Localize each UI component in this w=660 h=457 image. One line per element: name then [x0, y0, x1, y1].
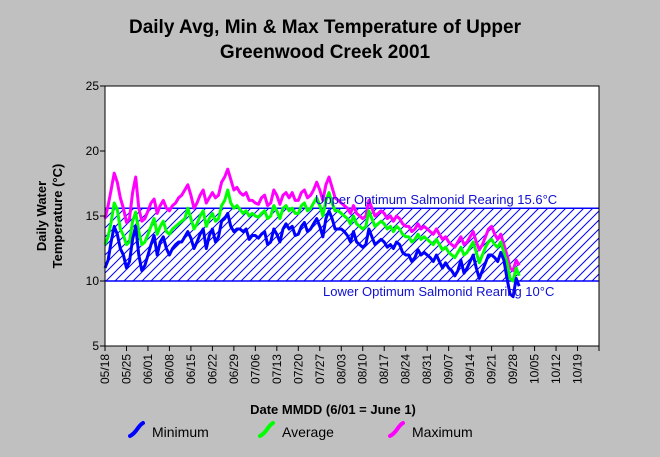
x-tick-label: 08/10 — [356, 354, 370, 384]
x-tick-label: 08/31 — [420, 354, 434, 384]
x-tick-label: 08/17 — [377, 354, 391, 384]
x-tick-label: 09/07 — [442, 354, 456, 384]
x-tick-label: 06/08 — [162, 354, 176, 384]
x-tick-label: 08/03 — [334, 354, 348, 384]
legend: Minimum Average Maximum — [128, 421, 473, 440]
y-tick-label: 20 — [86, 144, 100, 158]
x-tick-label: 09/14 — [463, 354, 477, 384]
x-tick-label: 08/24 — [399, 354, 413, 384]
legend-item-minimum: Minimum — [128, 421, 209, 440]
y-axis-title-line1: Daily Water — [34, 181, 49, 251]
series-line-minimum — [103, 209, 521, 299]
legend-item-maximum: Maximum — [388, 421, 473, 440]
x-tick-label: 10/19 — [571, 354, 585, 384]
legend-label: Minimum — [152, 424, 209, 440]
legend-swatch — [128, 421, 145, 438]
y-axis-title-line2: Temperature (°C) — [50, 164, 65, 269]
x-tick-label: 09/28 — [506, 354, 520, 384]
x-tick-label: 09/21 — [485, 354, 499, 384]
x-tick-label: 06/22 — [205, 354, 219, 384]
x-axis: 05/18 05/25 06/01 06/08 06/15 06/22 06/29 07/06… — [98, 346, 600, 384]
legend-label: Maximum — [412, 424, 473, 440]
y-tick-label: 5 — [92, 339, 99, 353]
y-axis-title: Daily Water Temperature (°C) — [34, 164, 65, 269]
y-tick-label: 10 — [86, 274, 100, 288]
x-tick-label: 10/12 — [549, 354, 563, 384]
x-tick-label: 07/13 — [270, 354, 284, 384]
chart-title-line2: Greenwood Creek 2001 — [220, 42, 431, 63]
y-tick-label: 25 — [86, 79, 100, 93]
series-line-maximum — [103, 167, 521, 273]
plot-area: Upper Optimum Salmonid Rearing 15.6°C Lo… — [103, 85, 600, 347]
legend-item-average: Average — [258, 421, 334, 440]
legend-swatch — [388, 421, 405, 438]
x-tick-label: 07/20 — [291, 354, 305, 384]
series-line-average — [103, 188, 521, 283]
x-tick-label: 10/05 — [528, 354, 542, 384]
series-layer — [103, 167, 521, 299]
y-axis: 5 10 15 20 25 — [86, 79, 105, 353]
x-tick-label: 06/29 — [227, 354, 241, 384]
upper-optimum-label: Upper Optimum Salmonid Rearing 15.6°C — [315, 192, 557, 207]
legend-label: Average — [282, 424, 334, 440]
y-tick-label: 15 — [86, 209, 100, 223]
x-axis-title: Date MMDD (6/01 = June 1) — [250, 402, 416, 417]
x-tick-label: 06/15 — [184, 354, 198, 384]
legend-swatch — [258, 421, 275, 438]
x-tick-label: 05/18 — [98, 354, 112, 384]
lower-optimum-label: Lower Optimum Salmonid Rearing 10°C — [323, 284, 554, 299]
x-tick-label: 07/27 — [313, 354, 327, 384]
x-tick-label: 05/25 — [119, 354, 133, 384]
x-tick-label: 07/06 — [248, 354, 262, 384]
chart-title-line1: Daily Avg, Min & Max Temperature of Uppe… — [129, 17, 522, 38]
x-tick-label: 06/01 — [141, 354, 155, 384]
